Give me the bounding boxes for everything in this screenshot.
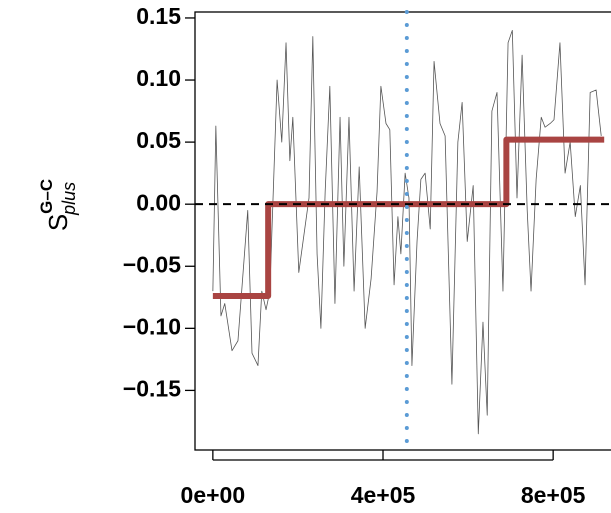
y-tick-label: 0.05 [136,127,181,153]
y-tick-label: −0.15 [123,375,181,401]
x-tick-label: 4e+05 [351,482,416,508]
x-tick-label: 8e+05 [521,482,586,508]
y-label-base: SG–C plus [37,179,78,231]
y-label-base-text: S [43,214,73,231]
x-tick-label: 0e+00 [181,482,246,508]
y-tick-label: −0.05 [123,251,181,277]
y-tick-label: 0.15 [136,3,181,29]
y-label-sub: plus [59,182,79,216]
plot-frame [194,11,611,451]
series-line [212,29,602,435]
y-axis-label: SG–C plus [37,179,78,231]
y-label-sup: G–C [37,179,56,214]
y-tick-label: 0.10 [136,65,181,91]
y-tick-label: −0.10 [123,313,181,339]
series-line [212,136,605,300]
y-tick-label: 0.00 [136,189,181,215]
